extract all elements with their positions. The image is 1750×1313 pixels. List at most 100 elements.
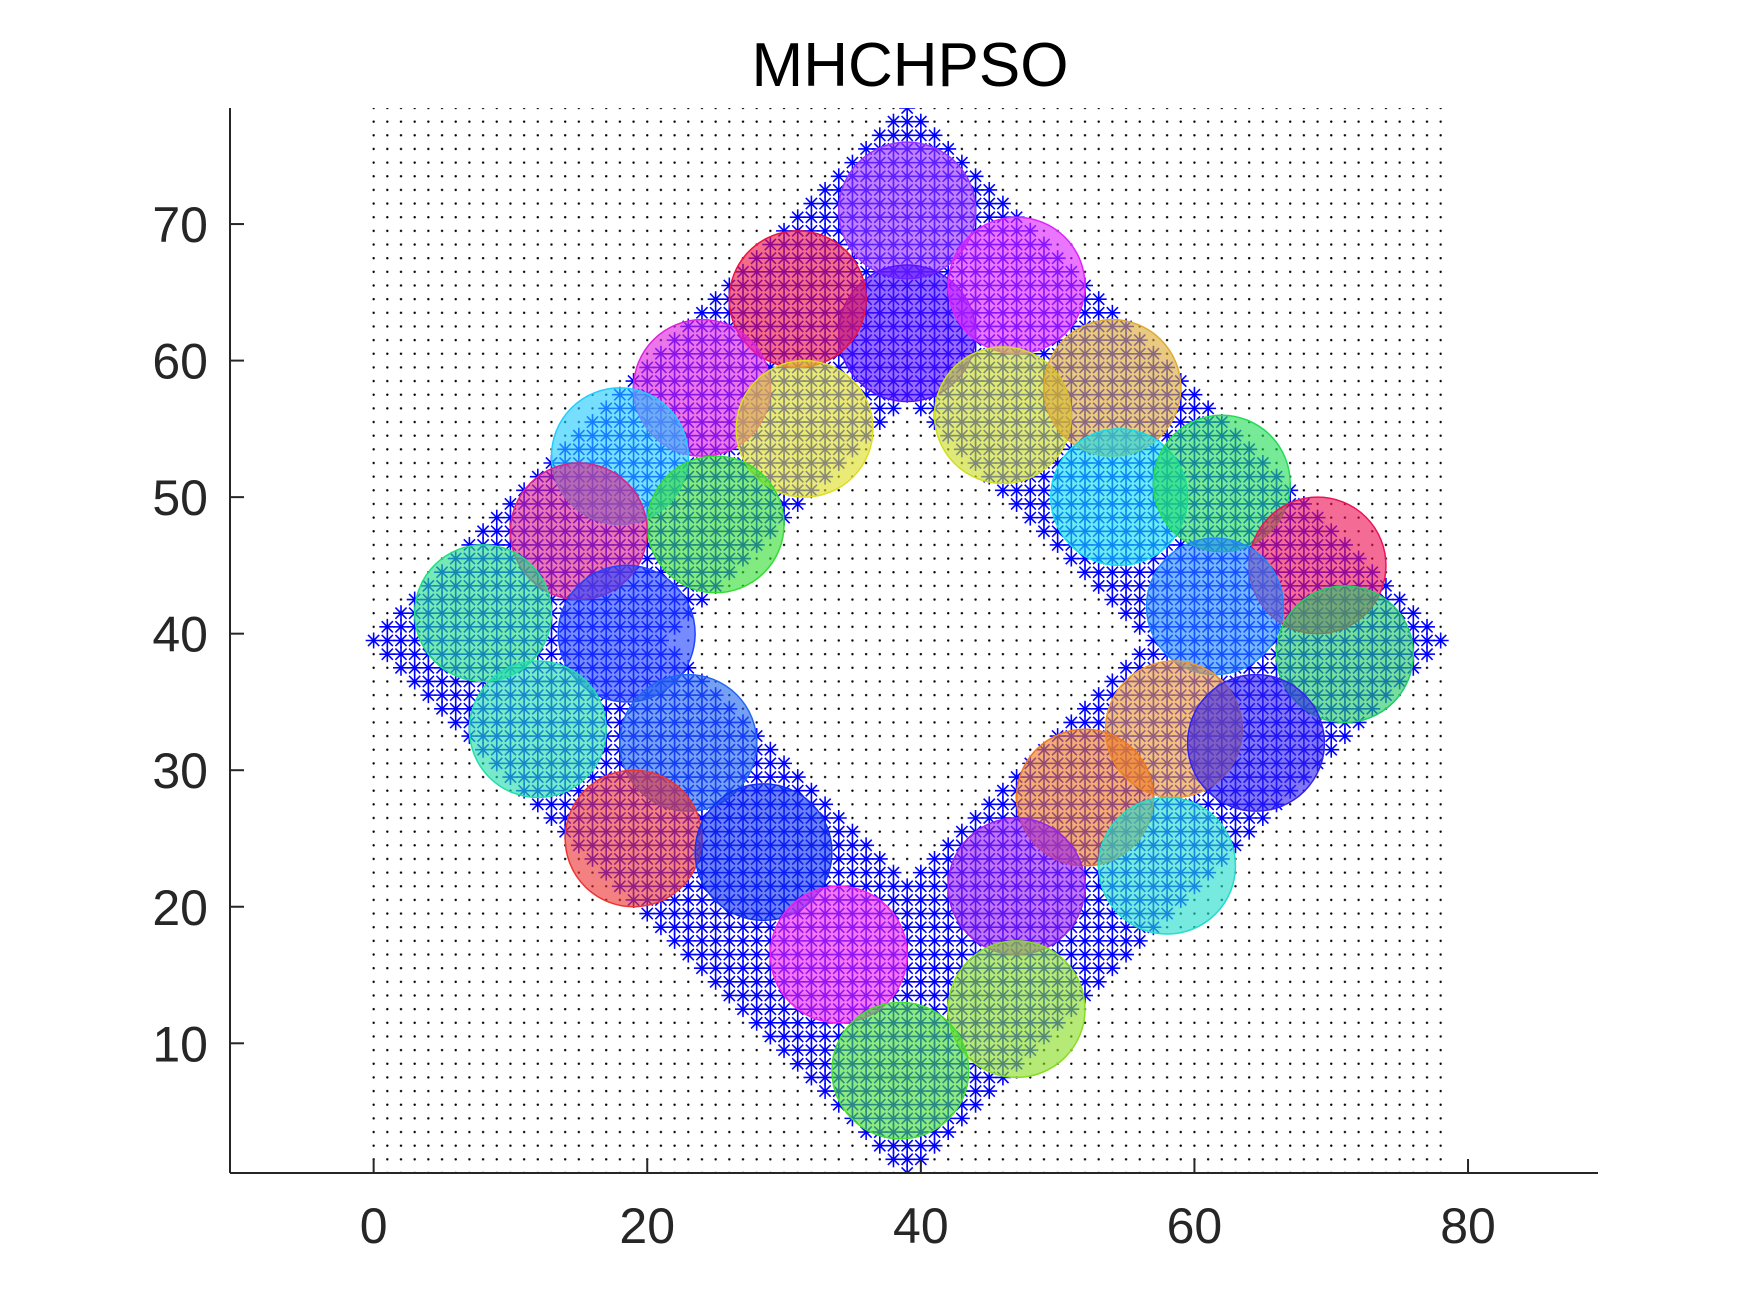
region-point [899, 127, 916, 144]
region-point [735, 1001, 751, 1018]
region-point [707, 905, 724, 922]
region-point [1131, 564, 1148, 581]
region-point [776, 1001, 793, 1018]
region-point [817, 796, 834, 813]
region-point [953, 946, 970, 963]
region-point [1405, 605, 1422, 622]
region-point [940, 140, 957, 157]
region-point [379, 646, 396, 663]
region-point [748, 1001, 765, 1018]
region-point [803, 195, 820, 212]
region-point [1077, 946, 1093, 963]
region-point [899, 905, 916, 922]
region-point [1419, 646, 1435, 663]
region-point [1022, 509, 1039, 526]
region-point [693, 304, 710, 321]
region-point [1118, 564, 1135, 581]
region-point [1022, 482, 1039, 499]
region-point [1118, 659, 1135, 676]
region-point [406, 646, 423, 663]
sensor-circle-30 [831, 1001, 970, 1140]
region-point [365, 632, 382, 649]
region-point [1063, 714, 1080, 731]
region-point [912, 905, 929, 922]
region-point [1118, 605, 1135, 622]
region-point [789, 1028, 806, 1045]
region-point [1145, 646, 1162, 663]
y-tick-label: 50 [152, 470, 208, 526]
region-point [994, 782, 1011, 799]
region-point [1118, 591, 1135, 608]
region-point [803, 782, 820, 799]
region-point [967, 1083, 984, 1100]
region-point [1035, 523, 1052, 540]
region-point [393, 618, 409, 635]
region-point [776, 1014, 793, 1031]
region-point [871, 414, 888, 431]
region-point [693, 932, 710, 949]
region-point [1090, 905, 1107, 922]
y-tick-label: 40 [152, 607, 208, 663]
region-point [1254, 810, 1271, 826]
region-point [707, 919, 724, 936]
region-point [926, 960, 943, 977]
sensor-circle-4 [947, 216, 1086, 355]
region-point [912, 987, 929, 1004]
region-point [721, 987, 738, 1004]
region-point [844, 823, 861, 840]
region-point [488, 509, 505, 526]
region-point [817, 1083, 834, 1100]
sensor-circle-25 [694, 783, 833, 922]
x-ticks: 0 20 40 60 80 [360, 1159, 1496, 1254]
region-point [926, 1137, 943, 1154]
region-point [1323, 741, 1340, 758]
region-point [789, 209, 806, 226]
region-point [693, 960, 710, 977]
region-point [680, 946, 697, 963]
region-point [1241, 810, 1258, 826]
region-point [1090, 932, 1107, 949]
region-point [406, 659, 423, 676]
region-point [488, 523, 505, 540]
region-point [1063, 946, 1080, 963]
region-point [762, 1014, 779, 1031]
region-point [393, 646, 409, 663]
region-point [434, 673, 451, 690]
x-tick-label: 80 [1440, 1198, 1496, 1254]
region-point [1077, 960, 1093, 977]
region-point [803, 1069, 820, 1086]
region-point [899, 1151, 916, 1168]
y-ticks: 10 20 30 40 50 60 70 [152, 197, 244, 1072]
region-point [1241, 823, 1258, 840]
region-point [1022, 495, 1039, 512]
region-point [885, 113, 902, 130]
region-point [871, 1137, 888, 1154]
region-point [1035, 495, 1052, 512]
region-point [912, 946, 929, 963]
region-point [707, 973, 724, 990]
region-point [940, 960, 957, 977]
region-point [1104, 946, 1121, 963]
region-point [912, 891, 929, 908]
sensor-circle-23 [564, 769, 703, 908]
region-point [1118, 946, 1135, 963]
region-point [871, 864, 888, 881]
region-point [912, 113, 929, 130]
x-tick-label: 20 [619, 1198, 675, 1254]
region-point [1090, 577, 1107, 594]
region-point [817, 1055, 834, 1072]
region-point [735, 946, 751, 963]
region-point [707, 946, 724, 963]
region-point [1131, 591, 1148, 608]
region-point [981, 796, 998, 813]
region-point [803, 209, 820, 226]
region-point [1200, 400, 1217, 417]
region-point [899, 108, 916, 116]
region-point [1186, 400, 1203, 417]
region-point [1090, 564, 1107, 581]
region-point [379, 632, 396, 649]
sensor-circle-15 [413, 544, 553, 683]
region-point [666, 905, 683, 922]
region-point [926, 932, 943, 949]
